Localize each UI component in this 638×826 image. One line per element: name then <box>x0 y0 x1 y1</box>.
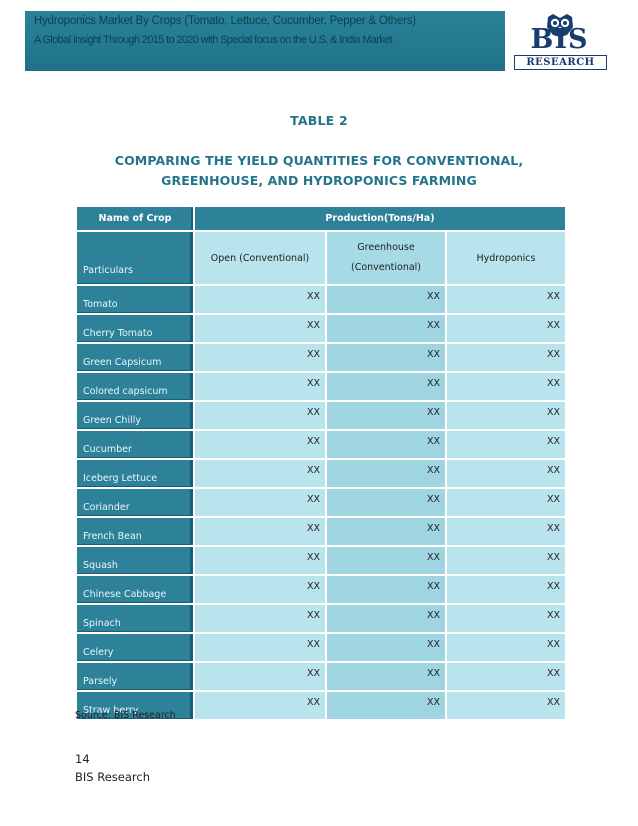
header-banner: Hydroponics Market By Crops (Tomato, Let… <box>25 11 614 71</box>
crop-name-cell: Parsely <box>77 663 193 690</box>
table-row: Colored capsicum XX XX XX <box>77 373 565 400</box>
open-value-cell: XX <box>195 373 325 400</box>
table-row: Parsely XX XX XX <box>77 663 565 690</box>
greenhouse-value-cell: XX <box>327 431 445 458</box>
hydroponics-value-cell: XX <box>447 460 565 487</box>
open-value-cell: XX <box>195 489 325 516</box>
hydroponics-value-cell: XX <box>447 605 565 632</box>
open-value-cell: XX <box>195 692 325 719</box>
col-greenhouse-line-1: Greenhouse <box>357 242 415 253</box>
footer-brand: BIS Research <box>75 770 150 784</box>
bis-research-logo: BIS RESEARCH <box>505 11 614 71</box>
table-title-line-1: COMPARING THE YIELD QUANTITIES FOR CONVE… <box>114 153 524 168</box>
crop-name-cell: Green Chilly <box>77 402 193 429</box>
header-production: Production(Tons/Ha) <box>195 207 565 230</box>
page-number: 14 <box>75 752 90 766</box>
crop-name-cell: French Bean <box>77 518 193 545</box>
hydroponics-value-cell: XX <box>447 663 565 690</box>
table-row: Squash XX XX XX <box>77 547 565 574</box>
crop-name-cell: Iceberg Lettuce <box>77 460 193 487</box>
crop-name-cell: Cherry Tomato <box>77 315 193 342</box>
hydroponics-value-cell: XX <box>447 286 565 313</box>
col-hydroponics: Hydroponics <box>447 232 565 284</box>
greenhouse-value-cell: XX <box>327 634 445 661</box>
crop-name-cell: Straw berry <box>77 692 193 719</box>
report-title: Hydroponics Market By Crops (Tomato, Let… <box>34 15 416 27</box>
greenhouse-value-cell: XX <box>327 315 445 342</box>
greenhouse-value-cell: XX <box>327 605 445 632</box>
table-row: Green Capsicum XX XX XX <box>77 344 565 371</box>
hydroponics-value-cell: XX <box>447 373 565 400</box>
crop-name-cell: Tomato <box>77 286 193 313</box>
hydroponics-value-cell: XX <box>447 634 565 661</box>
hydroponics-value-cell: XX <box>447 315 565 342</box>
table-row: Iceberg Lettuce XX XX XX <box>77 460 565 487</box>
header-name-of-crop: Name of Crop <box>77 207 193 230</box>
table-title-line-2: GREENHOUSE, AND HYDROPONICS FARMING <box>161 173 477 188</box>
table-header-row: Name of Crop Production(Tons/Ha) <box>77 207 565 230</box>
greenhouse-value-cell: XX <box>327 576 445 603</box>
table-row: Green Chilly XX XX XX <box>77 402 565 429</box>
table-row: Cherry Tomato XX XX XX <box>77 315 565 342</box>
table-row: Spinach XX XX XX <box>77 605 565 632</box>
table-row: Chinese Cabbage XX XX XX <box>77 576 565 603</box>
crop-name-cell: Squash <box>77 547 193 574</box>
table-subheader-row: Particulars Open (Conventional) Greenhou… <box>77 232 565 284</box>
open-value-cell: XX <box>195 605 325 632</box>
col-greenhouse-line-2: (Conventional) <box>350 262 422 273</box>
owl-icon <box>547 14 573 37</box>
crop-name-cell: Colored capsicum <box>77 373 193 400</box>
particulars-cell: Particulars <box>77 232 193 284</box>
crop-name-cell: Spinach <box>77 605 193 632</box>
crop-name-cell: Celery <box>77 634 193 661</box>
greenhouse-value-cell: XX <box>327 489 445 516</box>
hydroponics-value-cell: XX <box>447 344 565 371</box>
open-value-cell: XX <box>195 634 325 661</box>
table-row: Tomato XX XX XX <box>77 286 565 313</box>
greenhouse-value-cell: XX <box>327 344 445 371</box>
open-value-cell: XX <box>195 344 325 371</box>
table-row: Straw berry XX XX XX <box>77 692 565 719</box>
open-value-cell: XX <box>195 547 325 574</box>
greenhouse-value-cell: XX <box>327 663 445 690</box>
greenhouse-value-cell: XX <box>327 547 445 574</box>
table-row: Cucumber XX XX XX <box>77 431 565 458</box>
crop-name-cell: Cucumber <box>77 431 193 458</box>
col-greenhouse-conventional: Greenhouse (Conventional) <box>327 232 445 284</box>
open-value-cell: XX <box>195 402 325 429</box>
open-value-cell: XX <box>195 315 325 342</box>
hydroponics-value-cell: XX <box>447 518 565 545</box>
open-value-cell: XX <box>195 460 325 487</box>
crop-name-cell: Green Capsicum <box>77 344 193 371</box>
hydroponics-value-cell: XX <box>447 402 565 429</box>
table-row: Coriander XX XX XX <box>77 489 565 516</box>
greenhouse-value-cell: XX <box>327 402 445 429</box>
greenhouse-value-cell: XX <box>327 518 445 545</box>
table-row: Celery XX XX XX <box>77 634 565 661</box>
open-value-cell: XX <box>195 431 325 458</box>
greenhouse-value-cell: XX <box>327 460 445 487</box>
report-subtitle: A Global Insight Through 2015 to 2020 wi… <box>34 34 393 46</box>
hydroponics-value-cell: XX <box>447 489 565 516</box>
crop-name-cell: Chinese Cabbage <box>77 576 193 603</box>
source-note: Source: BIS Research <box>75 710 176 721</box>
yield-comparison-table: Name of Crop Production(Tons/Ha) Particu… <box>75 205 567 721</box>
table-row: French Bean XX XX XX <box>77 518 565 545</box>
logo-subtext: RESEARCH <box>514 55 607 70</box>
open-value-cell: XX <box>195 518 325 545</box>
open-value-cell: XX <box>195 576 325 603</box>
greenhouse-value-cell: XX <box>327 286 445 313</box>
greenhouse-value-cell: XX <box>327 373 445 400</box>
logo-wordmark: BIS <box>530 24 589 55</box>
open-value-cell: XX <box>195 663 325 690</box>
hydroponics-value-cell: XX <box>447 576 565 603</box>
hydroponics-value-cell: XX <box>447 431 565 458</box>
table-number: TABLE 2 <box>290 113 348 128</box>
crop-name-cell: Coriander <box>77 489 193 516</box>
greenhouse-value-cell: XX <box>327 692 445 719</box>
hydroponics-value-cell: XX <box>447 692 565 719</box>
open-value-cell: XX <box>195 286 325 313</box>
hydroponics-value-cell: XX <box>447 547 565 574</box>
col-open-conventional: Open (Conventional) <box>195 232 325 284</box>
